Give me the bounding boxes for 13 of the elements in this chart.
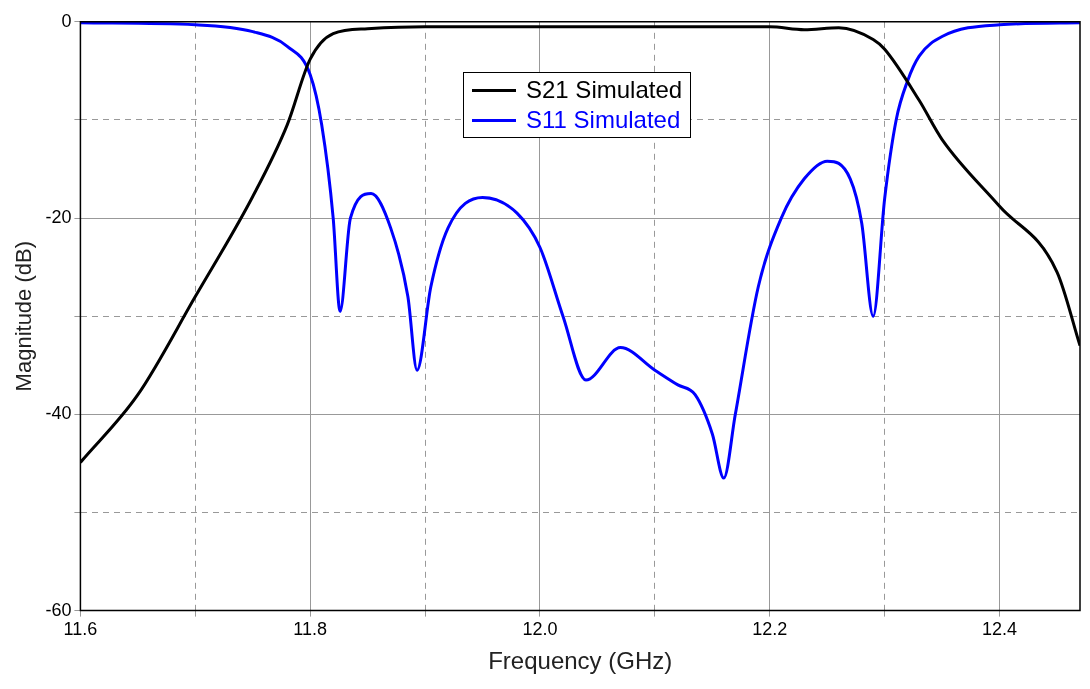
y-tick-label: -40: [45, 403, 72, 424]
y-tick-label: 0: [61, 10, 72, 31]
x-tick-label: 12.0: [522, 619, 558, 640]
x-axis-title: Frequency (GHz): [488, 647, 673, 675]
x-tick-label: 12.2: [752, 619, 788, 640]
legend-label: S11 Simulated: [526, 105, 681, 135]
x-tick-label: 11.6: [63, 619, 98, 640]
y-tick-label: -20: [45, 207, 72, 228]
y-tick-label: -60: [45, 599, 72, 620]
x-tick-label: 12.4: [982, 619, 1018, 640]
x-tick-label: 11.8: [293, 619, 328, 640]
legend-label: S21 Simulated: [526, 75, 683, 105]
y-axis-title: Magnitude (dB): [11, 240, 37, 392]
